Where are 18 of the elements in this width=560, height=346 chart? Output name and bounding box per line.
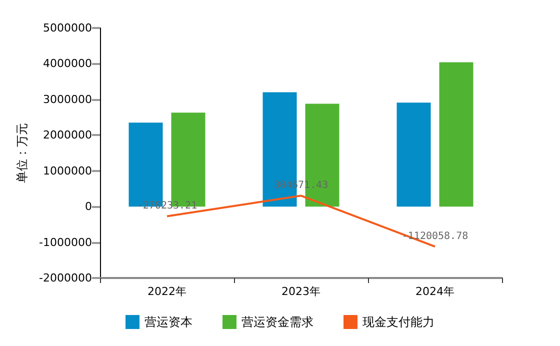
y-tick-label: 0 <box>85 200 92 214</box>
y-tick-label: 1000000 <box>43 164 92 178</box>
x-tick-label: 2024年 <box>416 285 454 298</box>
x-tick-label: 2023年 <box>282 285 320 298</box>
bar <box>396 102 431 207</box>
y-tick-label: 4000000 <box>43 57 92 70</box>
y-tick-label: -2000000 <box>39 272 92 284</box>
legend-label: 现金支付能力 <box>362 315 434 329</box>
y-tick-label: -1000000 <box>39 236 92 249</box>
y-tick-label: 2000000 <box>43 128 92 142</box>
data-label: 304671.43 <box>274 180 328 192</box>
legend-label: 营运资金需求 <box>242 315 314 329</box>
legend-label: 营运资本 <box>144 315 192 329</box>
y-axis-title: 单位：万元 <box>15 123 29 183</box>
y-tick-label: 3000000 <box>43 92 92 106</box>
x-tick-label: 2022年 <box>148 285 186 298</box>
bar <box>439 62 474 207</box>
y-tick-label: 5000000 <box>43 22 92 34</box>
